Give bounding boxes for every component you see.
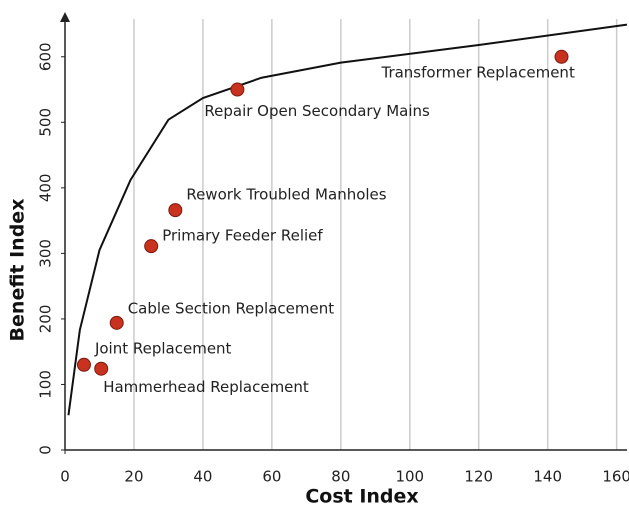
x-axis-title: Cost Index — [305, 486, 418, 507]
point-label: Primary Feeder Relief — [162, 227, 323, 245]
data-point — [109, 315, 124, 330]
point-label: Repair Open Secondary Mains — [204, 102, 430, 120]
data-point — [144, 239, 159, 254]
point-label: Cable Section Replacement — [128, 299, 335, 317]
data-point — [230, 82, 245, 97]
data-point — [94, 361, 109, 376]
data-point — [76, 357, 91, 372]
point-label: Transformer Replacement — [380, 63, 574, 81]
y-tick-label: 300 — [37, 239, 55, 268]
x-tick-label: 0 — [60, 468, 70, 486]
x-tick-label: 80 — [331, 468, 350, 486]
x-tick-label: 40 — [193, 468, 212, 486]
data-point — [168, 203, 183, 218]
y-tick-label: 500 — [37, 108, 55, 137]
x-tick-label: 160 — [602, 468, 629, 486]
y-tick-label: 200 — [37, 305, 55, 334]
y-tick-label: 100 — [37, 370, 55, 399]
x-tick-label: 20 — [124, 468, 143, 486]
y-tick-label: 400 — [37, 174, 55, 203]
x-tick-label: 60 — [262, 468, 281, 486]
axis-arrow — [60, 12, 70, 22]
curve — [67, 23, 628, 416]
y-axis-title: Benefit Index — [7, 199, 29, 342]
data-point — [554, 49, 569, 64]
x-tick-label: 140 — [533, 468, 562, 486]
x-tick-label: 120 — [464, 468, 493, 486]
y-tick-label: 0 — [37, 445, 55, 455]
y-tick-label: 600 — [37, 42, 55, 71]
point-label: Joint Replacement — [94, 339, 232, 357]
point-label: Hammerhead Replacement — [103, 378, 309, 396]
x-tick-label: 100 — [395, 468, 424, 486]
point-label: Rework Troubled Manholes — [186, 186, 386, 204]
